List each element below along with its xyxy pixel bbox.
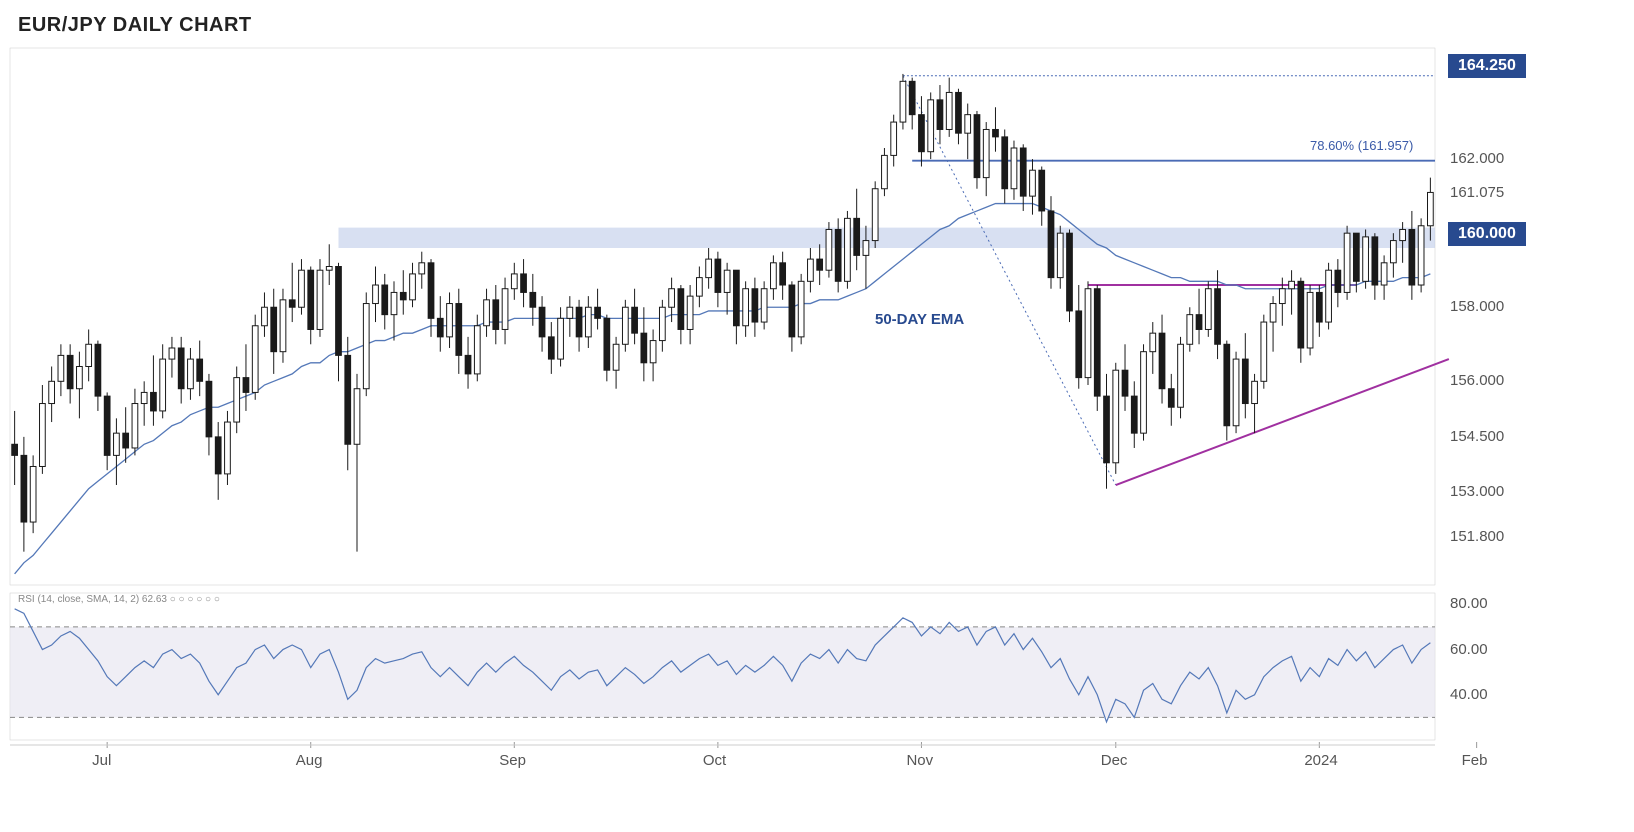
rsi-tick: 80.00 (1450, 595, 1488, 612)
y-tick: 161.075 (1450, 184, 1504, 201)
x-tick: Sep (499, 752, 526, 769)
y-tick: 153.000 (1450, 483, 1504, 500)
y-tick: 154.500 (1450, 428, 1504, 445)
price-box-high: 164.250 (1448, 54, 1526, 78)
x-tick: Oct (703, 752, 726, 769)
rsi-tick: 40.00 (1450, 686, 1488, 703)
y-tick: 151.800 (1450, 528, 1504, 545)
x-tick: Aug (296, 752, 323, 769)
x-tick: Jul (92, 752, 111, 769)
price-box-160: 160.000 (1448, 222, 1526, 246)
x-tick: 2024 (1304, 752, 1337, 769)
y-tick: 158.000 (1450, 298, 1504, 315)
x-tick: Dec (1101, 752, 1128, 769)
chart-root: EUR/JPY DAILY CHART 164.250 160.000 78.6… (0, 0, 1634, 832)
x-tick: Feb (1462, 752, 1488, 769)
rsi-label: RSI (14, close, SMA, 14, 2) 62.63 ○ ○ ○ … (18, 594, 220, 605)
y-tick: 156.000 (1450, 372, 1504, 389)
x-tick: Nov (906, 752, 933, 769)
chart-svg (0, 0, 1634, 832)
ema-label: 50-DAY EMA (875, 311, 964, 328)
fib-label: 78.60% (161.957) (1310, 138, 1413, 153)
y-tick: 162.000 (1450, 150, 1504, 167)
rsi-tick: 60.00 (1450, 641, 1488, 658)
